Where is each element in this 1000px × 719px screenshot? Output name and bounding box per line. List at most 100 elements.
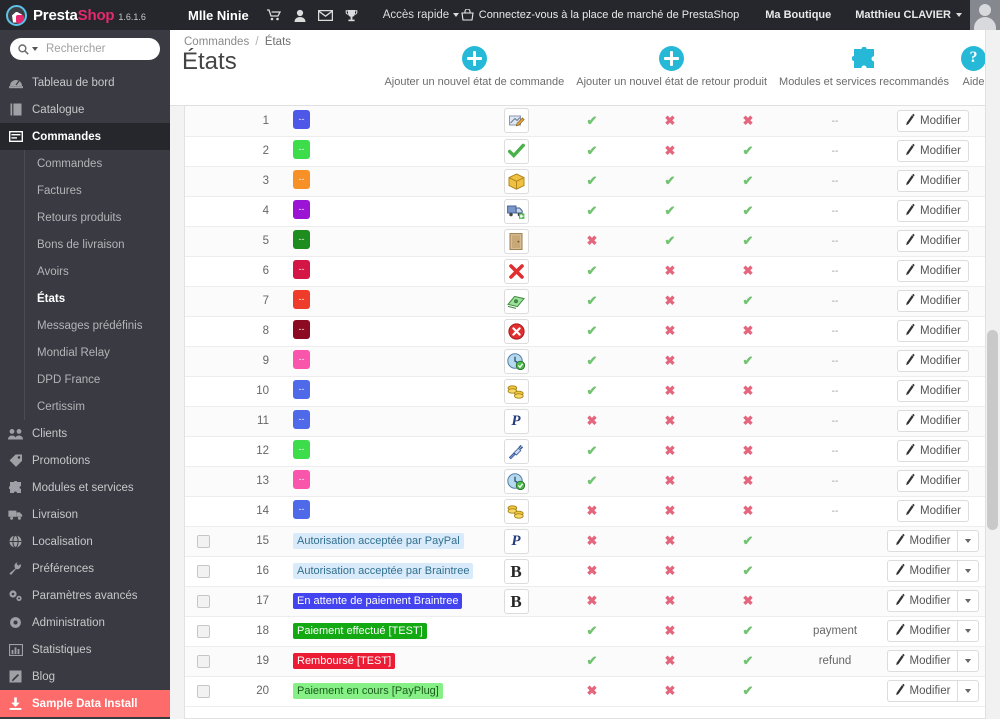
sidebar-item-param-tres-avanc-s[interactable]: Paramètres avancés [0, 582, 170, 609]
edit-button[interactable]: Modifier [897, 109, 969, 132]
table-row[interactable]: 20 Paiement en cours [PayPlug] ✖ ✖ ✔ Modifier [185, 676, 985, 707]
row-flag-3[interactable]: ✖ [709, 466, 787, 497]
edit-dropdown-toggle[interactable] [957, 590, 980, 612]
edit-button[interactable]: Modifier [897, 410, 969, 432]
table-row[interactable]: 17 En attente de paiement Braintree B ✖ ✖ ✖ Mo… [185, 586, 985, 617]
row-flag-3[interactable]: ✖ [709, 376, 787, 407]
sidebar-subitem-messages-pr-d-finis[interactable]: Messages prédéfinis [25, 312, 170, 339]
row-checkbox[interactable] [196, 654, 210, 668]
search-box[interactable] [10, 38, 170, 60]
row-flag-1[interactable]: ✔ [553, 316, 631, 347]
row-flag-2[interactable]: ✖ [631, 106, 709, 137]
quick-access-menu[interactable]: Accès rapide [383, 9, 460, 21]
trophy-icon[interactable] [339, 0, 365, 30]
row-flag-3[interactable]: ✖ [709, 106, 787, 137]
my-shop-link[interactable]: Ma Boutique [765, 9, 832, 21]
row-checkbox[interactable] [196, 594, 210, 608]
brand-logo[interactable]: PrestaShop 1.6.1.6 [0, 0, 180, 30]
edit-dropdown-toggle[interactable] [957, 560, 980, 582]
sidebar-subitem-commandes[interactable]: Commandes [25, 150, 170, 177]
row-flag-3[interactable]: ✔ [709, 136, 787, 167]
toolbar-button-aide[interactable]: ? Aide [955, 42, 992, 88]
row-flag-2[interactable]: ✖ [631, 496, 709, 527]
row-flag-3[interactable]: ✔ [709, 226, 787, 257]
edit-button[interactable]: Modifier [886, 590, 958, 612]
sidebar-item-sample-data-install[interactable]: Sample Data Install [0, 690, 170, 717]
row-flag-1[interactable]: ✔ [553, 466, 631, 497]
row-flag-2[interactable]: ✖ [631, 676, 709, 707]
toolbar-button-ajouter-un-nouvel-tat-de-retour-produit[interactable]: Ajouter un nouvel état de retour produit [570, 42, 773, 88]
sidebar-item-administration[interactable]: Administration [0, 609, 170, 636]
row-flag-3[interactable]: ✖ [709, 496, 787, 527]
row-flag-3[interactable]: ✔ [709, 616, 787, 647]
row-flag-1[interactable]: ✖ [553, 226, 631, 257]
edit-button[interactable]: Modifier [897, 380, 969, 402]
row-flag-2[interactable]: ✔ [631, 166, 709, 197]
row-checkbox[interactable] [196, 684, 210, 698]
row-flag-1[interactable]: ✖ [553, 676, 631, 707]
edit-dropdown-toggle[interactable] [957, 650, 980, 672]
edit-button[interactable]: Modifier [897, 470, 969, 492]
table-row[interactable]: 19 Remboursé [TEST] ✔ ✖ ✔ refund Modifier [185, 646, 985, 677]
row-flag-2[interactable]: ✖ [631, 406, 709, 437]
edit-button[interactable]: Modifier [897, 500, 969, 522]
row-flag-3[interactable]: ✔ [709, 676, 787, 707]
sidebar-subitem-avoirs[interactable]: Avoirs [25, 258, 170, 285]
sidebar-item-statistiques[interactable]: Statistiques [0, 636, 170, 663]
table-row[interactable]: 2 ✔ ✖ ✔ -- Modifier [185, 136, 985, 167]
table-row[interactable]: 3 ✔ ✔ ✔ -- Modifier [185, 166, 985, 197]
row-flag-1[interactable]: ✔ [553, 616, 631, 647]
row-flag-1[interactable]: ✔ [553, 196, 631, 227]
row-flag-2[interactable]: ✖ [631, 526, 709, 557]
row-flag-3[interactable]: ✔ [709, 286, 787, 317]
row-flag-2[interactable]: ✖ [631, 286, 709, 317]
sidebar-item-commandes[interactable]: Commandes [0, 123, 170, 150]
row-flag-3[interactable]: ✔ [709, 646, 787, 677]
table-row[interactable]: 14 ✖ ✖ ✖ -- Modifier [185, 496, 985, 527]
avatar[interactable] [970, 0, 1000, 30]
edit-button[interactable]: Modifier [897, 350, 969, 372]
sidebar-item-tableau-de-bord[interactable]: Tableau de bord [0, 69, 170, 96]
table-row[interactable]: 9 ✔ ✖ ✔ -- Modifier [185, 346, 985, 377]
row-flag-2[interactable]: ✖ [631, 646, 709, 677]
edit-dropdown-toggle[interactable] [957, 530, 980, 552]
row-flag-2[interactable]: ✖ [631, 256, 709, 287]
row-flag-2[interactable]: ✔ [631, 226, 709, 257]
sidebar-item-catalogue[interactable]: Catalogue [0, 96, 170, 123]
sidebar-item-blog[interactable]: Blog [0, 663, 170, 690]
row-flag-2[interactable]: ✔ [631, 196, 709, 227]
table-row[interactable]: 15 Autorisation acceptée par PayPal P ✖ ✖ ✔ Mo… [185, 526, 985, 557]
edit-button[interactable]: Modifier [897, 200, 969, 222]
row-flag-3[interactable]: ✖ [709, 586, 787, 617]
user-menu[interactable]: Matthieu CLAVIER [855, 9, 962, 21]
row-flag-1[interactable]: ✔ [553, 346, 631, 377]
table-row[interactable]: 6 ✔ ✖ ✖ -- Modifier [185, 256, 985, 287]
row-flag-1[interactable]: ✔ [553, 136, 631, 167]
row-flag-3[interactable]: ✖ [709, 256, 787, 287]
row-flag-1[interactable]: ✖ [553, 586, 631, 617]
row-flag-3[interactable]: ✖ [709, 406, 787, 437]
row-checkbox[interactable] [196, 564, 210, 578]
table-row[interactable]: 5 ✖ ✔ ✔ -- Modifier [185, 226, 985, 257]
toolbar-button-modules-et-services-recommand-s[interactable]: Modules et services recommandés [773, 42, 955, 88]
row-flag-1[interactable]: ✔ [553, 286, 631, 317]
sidebar-subitem-retours-produits[interactable]: Retours produits [25, 204, 170, 231]
sidebar-item-promotions[interactable]: Promotions [0, 447, 170, 474]
row-flag-2[interactable]: ✖ [631, 616, 709, 647]
row-flag-2[interactable]: ✖ [631, 136, 709, 167]
row-flag-2[interactable]: ✖ [631, 556, 709, 587]
toolbar-button-ajouter-un-nouvel-tat-de-commande[interactable]: Ajouter un nouvel état de commande [378, 42, 570, 88]
sidebar-item-pr-f-rences[interactable]: Préférences [0, 555, 170, 582]
edit-button[interactable]: Modifier [897, 260, 969, 282]
sidebar-item-localisation[interactable]: Localisation [0, 528, 170, 555]
row-flag-1[interactable]: ✖ [553, 556, 631, 587]
sidebar-subitem-factures[interactable]: Factures [25, 177, 170, 204]
edit-button[interactable]: Modifier [886, 680, 958, 702]
table-row[interactable]: 1 ✔ ✖ ✖ -- Modifier [185, 106, 985, 137]
sidebar-item-clients[interactable]: Clients [0, 420, 170, 447]
sidebar-item-modules-et-services[interactable]: Modules et services [0, 474, 170, 501]
row-flag-1[interactable]: ✔ [553, 106, 631, 137]
edit-button[interactable]: Modifier [897, 140, 969, 162]
row-flag-1[interactable]: ✔ [553, 256, 631, 287]
sidebar-subitem-certissim[interactable]: Certissim [25, 393, 170, 420]
